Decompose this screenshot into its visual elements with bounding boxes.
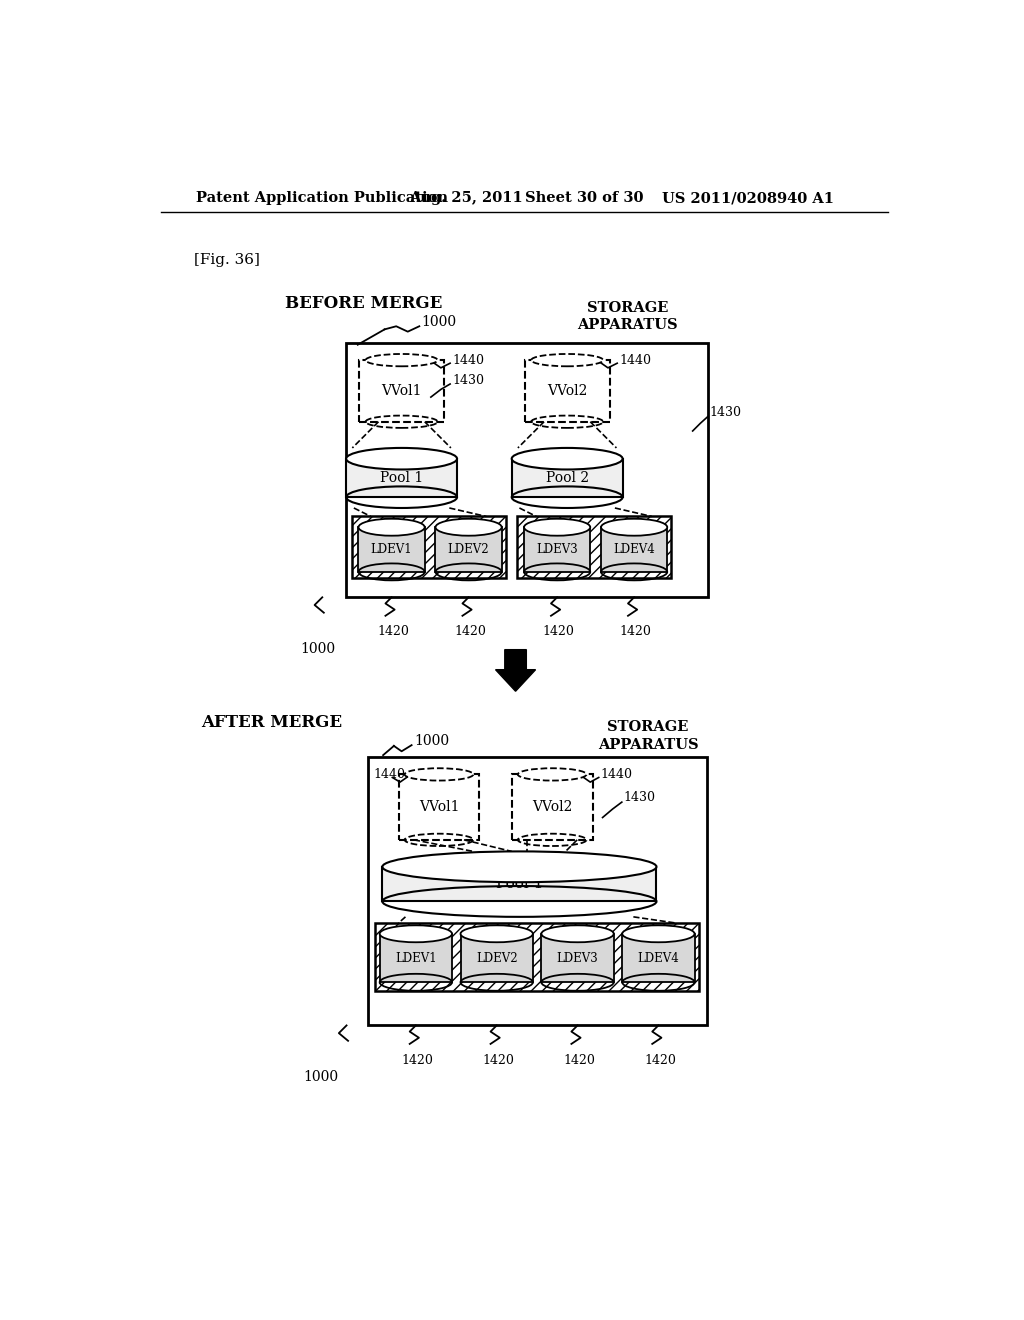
Bar: [359, 360, 444, 422]
Bar: [351, 516, 506, 578]
Text: Sheet 30 of 30: Sheet 30 of 30: [524, 191, 643, 206]
Ellipse shape: [404, 768, 473, 780]
Ellipse shape: [518, 768, 587, 780]
Bar: [461, 933, 532, 982]
Bar: [368, 758, 707, 1026]
Ellipse shape: [366, 354, 437, 367]
Bar: [623, 933, 694, 982]
Text: BEFORE MERGE: BEFORE MERGE: [285, 294, 442, 312]
Ellipse shape: [380, 925, 452, 942]
Text: 1000: 1000: [414, 734, 450, 748]
Ellipse shape: [346, 447, 457, 470]
Text: LDEV4: LDEV4: [613, 543, 655, 556]
Text: 1000: 1000: [300, 642, 335, 656]
Text: Pool 2: Pool 2: [546, 471, 589, 484]
Bar: [358, 527, 425, 572]
Ellipse shape: [623, 925, 694, 942]
Bar: [380, 933, 452, 982]
Text: 1420: 1420: [482, 1053, 514, 1067]
Text: 1000: 1000: [422, 314, 457, 329]
Bar: [601, 527, 668, 572]
Text: LDEV1: LDEV1: [371, 543, 413, 556]
Ellipse shape: [461, 925, 532, 942]
Text: Patent Application Publication: Patent Application Publication: [196, 191, 449, 206]
Text: VVol2: VVol2: [547, 384, 588, 397]
Text: 1440: 1440: [373, 768, 406, 781]
Text: 1440: 1440: [620, 354, 651, 367]
Bar: [512, 775, 593, 840]
Text: 1420: 1420: [563, 1053, 595, 1067]
Text: LDEV3: LDEV3: [537, 543, 578, 556]
Bar: [376, 923, 698, 991]
Text: STORAGE
APPARATUS: STORAGE APPARATUS: [598, 721, 698, 751]
Text: LDEV2: LDEV2: [447, 543, 489, 556]
Text: VVol1: VVol1: [419, 800, 459, 814]
Text: AFTER MERGE: AFTER MERGE: [202, 714, 342, 730]
Text: LDEV3: LDEV3: [557, 952, 598, 965]
Text: Aug. 25, 2011: Aug. 25, 2011: [410, 191, 523, 206]
Ellipse shape: [601, 519, 668, 536]
Text: 1420: 1420: [543, 626, 574, 639]
Text: 1000: 1000: [304, 1071, 339, 1084]
Bar: [517, 516, 671, 578]
Text: 1430: 1430: [453, 374, 484, 387]
Ellipse shape: [382, 851, 656, 882]
Text: 1420: 1420: [401, 1053, 433, 1067]
Bar: [435, 527, 502, 572]
Ellipse shape: [524, 519, 590, 536]
Text: VVol2: VVol2: [531, 800, 572, 814]
Text: 1430: 1430: [710, 407, 741, 418]
Text: 1440: 1440: [453, 354, 484, 367]
Bar: [398, 775, 479, 840]
Text: US 2011/0208940 A1: US 2011/0208940 A1: [662, 191, 834, 206]
Text: 1420: 1420: [455, 626, 486, 639]
Text: LDEV2: LDEV2: [476, 952, 517, 965]
Text: LDEV1: LDEV1: [395, 952, 436, 965]
Text: 1420: 1420: [377, 626, 409, 639]
Ellipse shape: [512, 447, 623, 470]
Text: 1430: 1430: [624, 791, 655, 804]
Bar: [542, 933, 613, 982]
Text: LDEV4: LDEV4: [638, 952, 679, 965]
Ellipse shape: [435, 519, 502, 536]
Bar: [512, 459, 623, 498]
Bar: [346, 459, 457, 498]
Bar: [382, 867, 656, 902]
Ellipse shape: [542, 925, 613, 942]
Text: STORAGE
APPARATUS: STORAGE APPARATUS: [577, 301, 678, 331]
FancyArrow shape: [496, 649, 536, 692]
Bar: [524, 360, 609, 422]
Text: 1420: 1420: [620, 626, 651, 639]
Ellipse shape: [531, 354, 603, 367]
Ellipse shape: [358, 519, 425, 536]
Bar: [524, 527, 590, 572]
Text: 1440: 1440: [600, 768, 632, 781]
Text: VVol1: VVol1: [381, 384, 422, 397]
Text: 1420: 1420: [644, 1053, 676, 1067]
Text: Pool 1: Pool 1: [496, 876, 543, 891]
Bar: [346, 343, 708, 598]
Text: [Fig. 36]: [Fig. 36]: [194, 253, 259, 267]
Text: Pool 1: Pool 1: [380, 471, 423, 484]
